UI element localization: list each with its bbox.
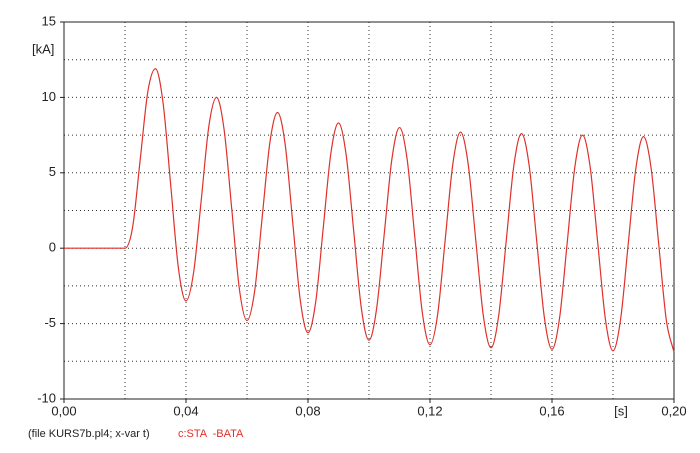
x-tick-label: 0,04 [173,403,198,418]
y-tick-label: 15 [42,13,56,28]
legend-entry: c:STA -BATA [178,428,244,440]
y-tick-label: -5 [44,315,56,330]
plot-frame [63,21,675,400]
y-tick-label: 0 [49,240,56,255]
x-axis-label: [s] [614,403,628,418]
x-tick-label: 0,20 [661,403,686,418]
y-tick-label: -10 [37,390,56,405]
caption: (file KURS7b.pl4; x-var t) [28,428,150,440]
data-line [64,68,675,353]
x-tick-label: 0,00 [51,403,76,418]
x-tick-label: 0,12 [417,403,442,418]
y-tick-label: 5 [49,164,56,179]
y-tick-label: 10 [42,89,56,104]
x-tick-label: 0,16 [539,403,564,418]
x-tick-label: 0,08 [295,403,320,418]
y-axis-label: [kA] [32,41,54,56]
